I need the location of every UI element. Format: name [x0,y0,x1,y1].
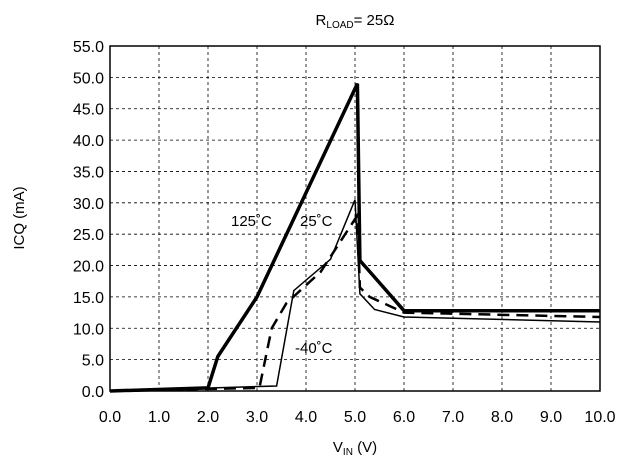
y-tick-label: 55.0 [73,39,104,56]
y-axis-label: ICQ (mA) [11,186,28,249]
x-tick-label: 3.0 [246,409,268,426]
y-tick-label: 5.0 [82,353,104,370]
annotation-minus40c: -40˚C [295,340,333,357]
annotation-125c: 125˚C [231,213,272,230]
x-tick-label: 8.0 [491,409,513,426]
x-tick-label: 10.0 [584,409,615,426]
x-tick-label: 9.0 [540,409,562,426]
series-line-2 [109,199,601,392]
x-axis-label: VIN (V) [333,439,377,458]
annotation-25c: 25˚C [300,213,333,230]
y-tick-label: 50.0 [73,70,104,87]
y-tick-label: 35.0 [73,164,104,181]
series-line-1 [109,211,601,393]
y-tick-label: 40.0 [73,133,104,150]
chart-title: RLOAD= 25Ω [316,12,395,31]
x-tick-label: 7.0 [442,409,464,426]
y-tick-label: 15.0 [73,290,104,307]
x-axis-ticks: 0.0 1.0 2.0 3.0 4.0 5.0 6.0 7.0 8.0 9.0 10.0 [99,409,616,426]
y-axis-ticks: 0.0 5.0 10.0 15.0 20.0 25.0 30.0 35.0 40.0 45.0 50… [73,39,104,401]
y-tick-label: 0.0 [82,384,104,401]
grid [110,46,600,391]
plot-area-border [109,45,601,392]
x-tick-label: 5.0 [344,409,366,426]
x-tick-label: 4.0 [295,409,317,426]
y-tick-label: 10.0 [73,321,104,338]
x-tick-label: 1.0 [148,409,170,426]
series-lines [109,82,601,393]
x-tick-label: 0.0 [99,409,121,426]
x-tick-label: 2.0 [197,409,219,426]
y-tick-label: 20.0 [73,259,104,276]
series-line-0 [109,82,600,393]
y-tick-label: 25.0 [73,227,104,244]
x-tick-label: 6.0 [393,409,415,426]
y-tick-label: 30.0 [73,196,104,213]
y-tick-label: 45.0 [73,102,104,119]
